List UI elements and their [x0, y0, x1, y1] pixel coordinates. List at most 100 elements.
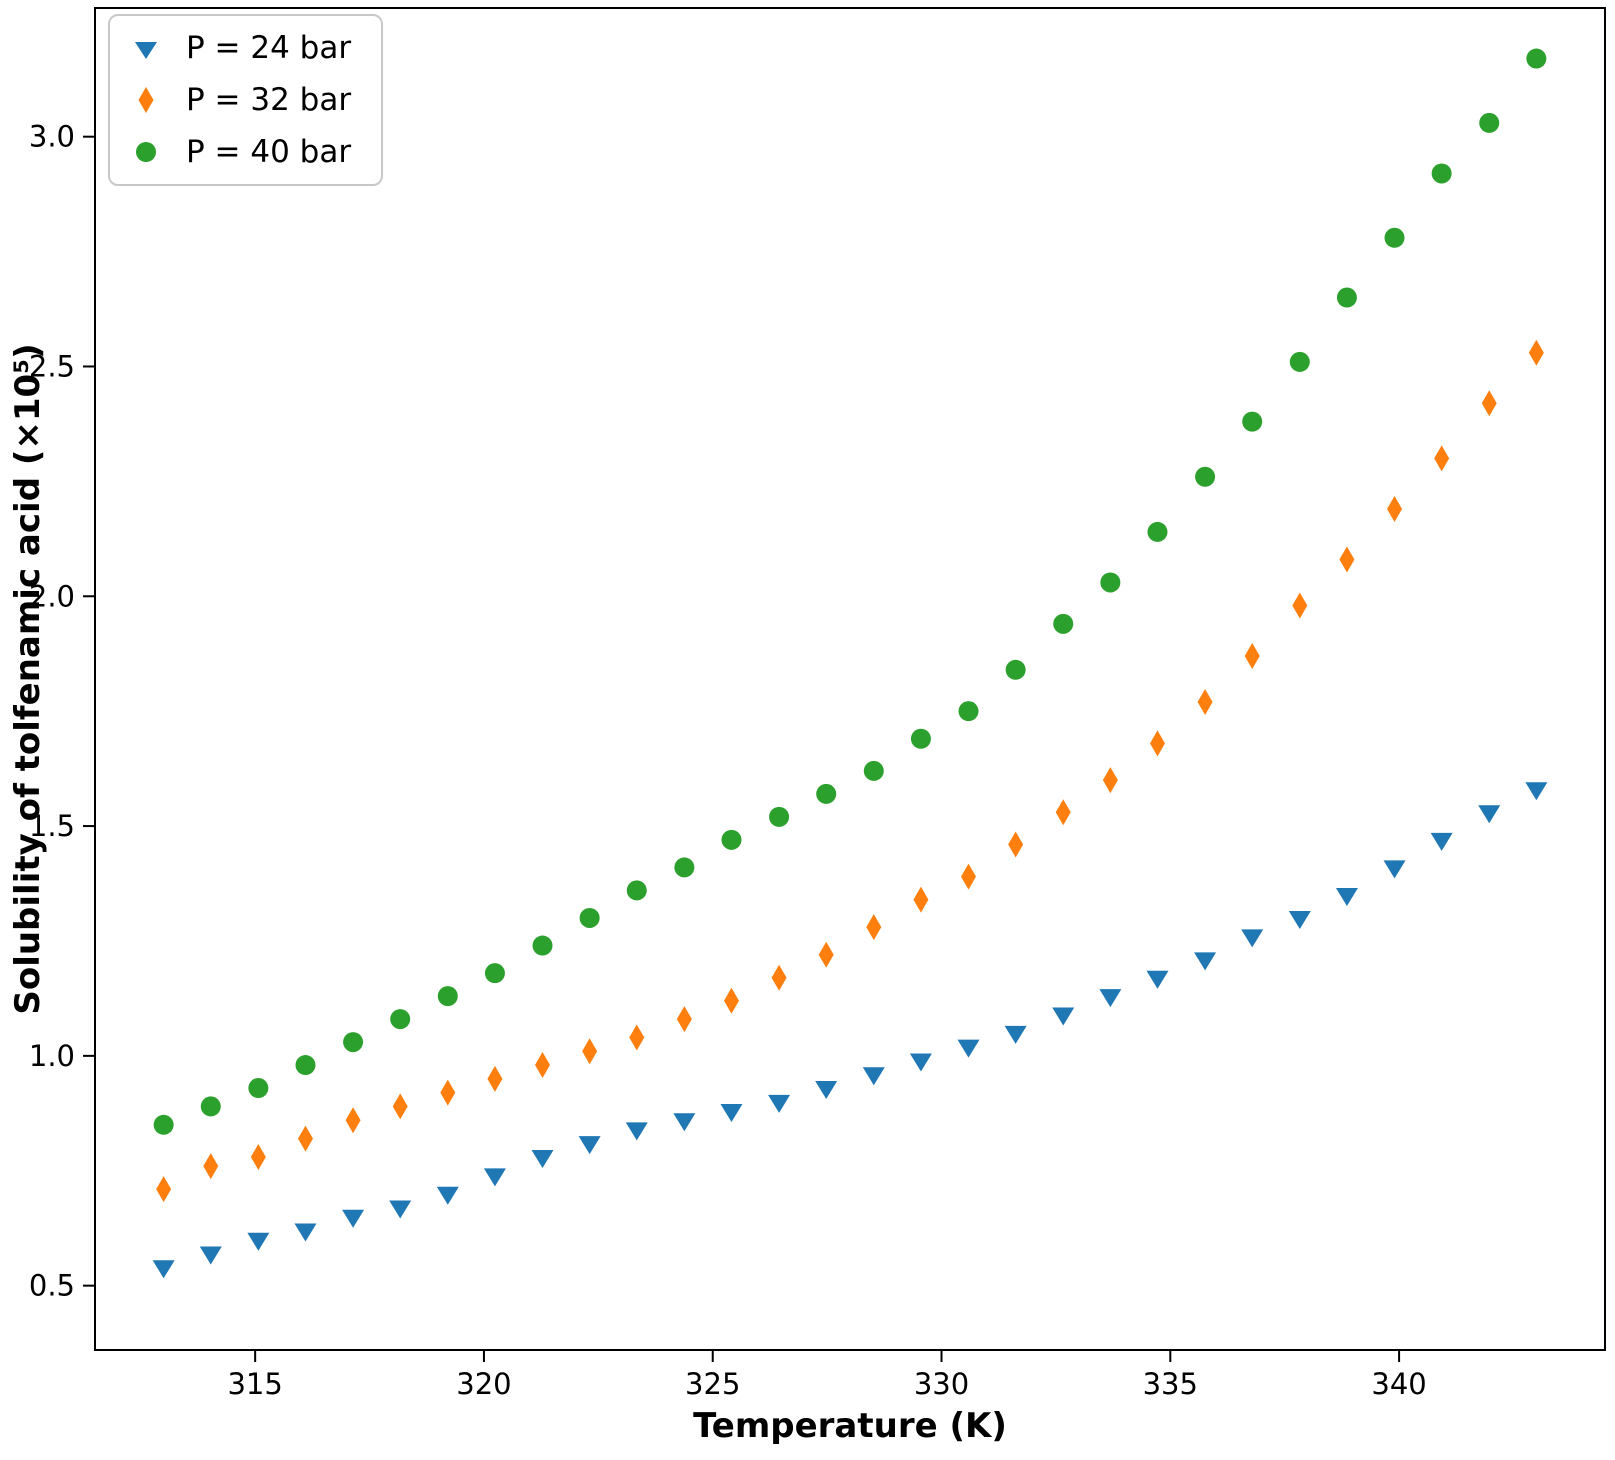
data-point-circle — [1479, 112, 1500, 133]
data-point-circle — [816, 783, 837, 804]
data-point-circle — [674, 857, 695, 878]
data-point-triangle-down — [625, 1122, 648, 1141]
data-point-circle — [295, 1055, 316, 1076]
data-point-triangle-down — [1052, 1007, 1075, 1026]
data-point-triangle-down — [578, 1136, 601, 1155]
data-point-circle — [437, 986, 458, 1007]
legend-label-40bar: P = 40 bar — [186, 134, 352, 170]
data-point-triangle-down — [1146, 970, 1169, 989]
data-point-thin-diamond — [1434, 445, 1450, 472]
data-point-thin-diamond — [156, 1176, 172, 1203]
data-point-circle — [1431, 163, 1452, 184]
data-point-circle — [390, 1009, 411, 1030]
data-point-circle — [1384, 227, 1405, 248]
data-point-circle — [200, 1096, 221, 1117]
data-point-triangle-down — [436, 1186, 459, 1205]
data-point-triangle-down — [768, 1094, 791, 1113]
data-point-triangle-down — [1099, 989, 1122, 1008]
data-point-triangle-down — [483, 1168, 506, 1187]
data-point-thin-diamond — [1244, 643, 1260, 670]
y-tick-label: 0.5 — [29, 1269, 75, 1303]
data-point-circle — [532, 935, 553, 956]
data-point-triangle-down — [152, 1260, 175, 1279]
data-point-triangle-down — [531, 1149, 554, 1168]
circle-icon — [136, 142, 156, 162]
x-tick-label: 340 — [1371, 1367, 1426, 1401]
data-point-thin-diamond — [723, 987, 739, 1014]
plot-border — [94, 7, 1606, 1351]
data-point-thin-diamond — [866, 914, 882, 941]
data-point-thin-diamond — [582, 1038, 598, 1065]
legend-item-24bar: P = 24 bar — [128, 30, 351, 66]
diamond-icon — [138, 87, 154, 113]
legend-marker-glyph — [138, 87, 154, 113]
data-point-circle — [579, 907, 600, 928]
data-point-circle — [1005, 659, 1026, 680]
data-point-thin-diamond — [345, 1107, 361, 1134]
data-point-circle — [1242, 411, 1263, 432]
y-axis-label: Solubility of tolfenamic acid (×10⁵) — [8, 343, 48, 1015]
triangle-down-icon — [135, 42, 157, 59]
data-point-circle — [1526, 48, 1547, 69]
data-point-triangle-down — [199, 1246, 222, 1265]
data-point-circle — [910, 728, 931, 749]
y-tick-label: 3.0 — [29, 120, 75, 154]
data-point-thin-diamond — [913, 886, 929, 913]
legend: P = 24 bar P = 32 bar P = 40 bar — [108, 14, 384, 186]
data-point-thin-diamond — [1387, 495, 1403, 522]
data-point-thin-diamond — [676, 1006, 692, 1033]
data-point-circle — [1053, 613, 1074, 634]
data-point-triangle-down — [342, 1209, 365, 1228]
data-point-triangle-down — [673, 1113, 696, 1132]
data-point-circle — [1289, 351, 1310, 372]
data-point-thin-diamond — [392, 1093, 408, 1120]
data-point-thin-diamond — [818, 941, 834, 968]
data-point-thin-diamond — [203, 1153, 219, 1180]
data-point-thin-diamond — [1339, 546, 1355, 573]
data-point-thin-diamond — [1197, 688, 1213, 715]
data-point-triangle-down — [247, 1232, 270, 1251]
data-point-circle — [1336, 287, 1357, 308]
data-point-triangle-down — [1241, 929, 1264, 948]
data-point-triangle-down — [1194, 952, 1217, 971]
data-point-circle — [958, 701, 979, 722]
x-tick-label: 315 — [227, 1367, 282, 1401]
data-point-triangle-down — [1288, 910, 1311, 929]
data-point-thin-diamond — [961, 863, 977, 890]
data-point-thin-diamond — [1008, 831, 1024, 858]
data-point-thin-diamond — [250, 1143, 266, 1170]
data-point-circle — [1147, 521, 1168, 542]
data-point-thin-diamond — [487, 1065, 503, 1092]
data-point-triangle-down — [720, 1104, 743, 1123]
data-point-triangle-down — [1383, 860, 1406, 879]
data-point-circle — [153, 1114, 174, 1135]
data-point-thin-diamond — [771, 964, 787, 991]
x-axis-label: Temperature (K) — [693, 1406, 1007, 1446]
data-point-triangle-down — [1525, 782, 1548, 801]
data-point-circle — [248, 1078, 269, 1099]
legend-item-40bar: P = 40 bar — [128, 134, 351, 170]
data-point-triangle-down — [1335, 888, 1358, 907]
x-tick-label: 325 — [685, 1367, 740, 1401]
data-point-circle — [721, 829, 742, 850]
data-point-triangle-down — [294, 1223, 317, 1242]
data-point-thin-diamond — [1292, 592, 1308, 619]
data-point-thin-diamond — [440, 1079, 456, 1106]
x-tick-label: 320 — [456, 1367, 511, 1401]
x-tick-label: 335 — [1143, 1367, 1198, 1401]
x-tick-label: 330 — [914, 1367, 969, 1401]
legend-marker-glyph — [136, 142, 156, 162]
data-point-thin-diamond — [1528, 339, 1544, 366]
data-point-thin-diamond — [535, 1052, 551, 1079]
data-point-triangle-down — [1478, 805, 1501, 824]
y-tick-label: 2.0 — [29, 579, 75, 613]
y-tick-label: 1.0 — [29, 1039, 75, 1073]
y-tick-label: 1.5 — [29, 809, 75, 843]
data-point-circle — [343, 1032, 364, 1053]
data-point-thin-diamond — [629, 1024, 645, 1051]
data-point-circle — [484, 963, 505, 984]
data-point-thin-diamond — [1102, 767, 1118, 794]
data-point-circle — [769, 806, 790, 827]
